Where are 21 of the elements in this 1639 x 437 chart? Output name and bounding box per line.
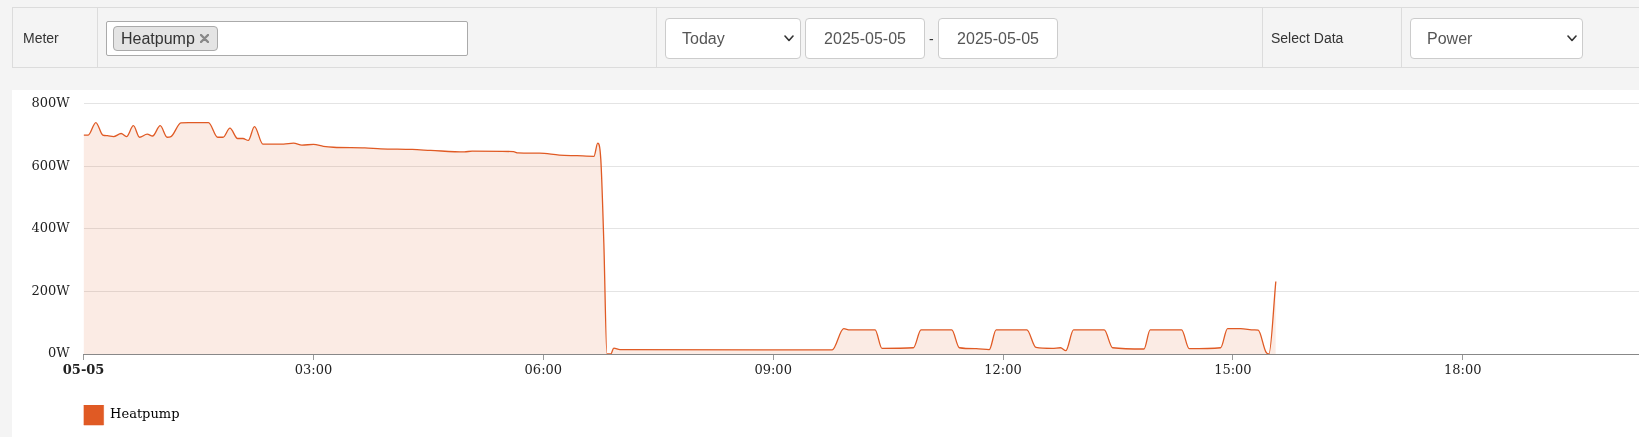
y-tick-label: 600W — [31, 157, 71, 173]
x-tick-label: 09:00 — [754, 362, 792, 378]
text: 2025-05-05 — [957, 29, 1039, 48]
text: Power — [1427, 29, 1473, 48]
y-tick-label: 200W — [31, 282, 71, 298]
text: Today — [682, 29, 725, 48]
text: Select Data — [1271, 29, 1344, 46]
text: 2025-05-05 — [824, 29, 906, 48]
x-tick-label: 06:00 — [524, 362, 563, 378]
x-tick-label: 12:00 — [984, 362, 1022, 378]
x-tick-label: 03:00 — [294, 362, 333, 378]
text: Meter — [23, 29, 59, 46]
x-tick-label: 15:00 — [1214, 362, 1252, 378]
y-tick-label: 800W — [31, 95, 71, 111]
y-tick-label: 400W — [31, 220, 71, 236]
x-tick-label: 18:00 — [1444, 362, 1482, 378]
text: Heatpump — [121, 29, 195, 48]
text: - — [929, 30, 934, 47]
x-tick-label: 05-05 — [62, 362, 105, 378]
y-tick-label: 0W — [47, 345, 71, 361]
legend-label: Heatpump — [110, 406, 180, 422]
